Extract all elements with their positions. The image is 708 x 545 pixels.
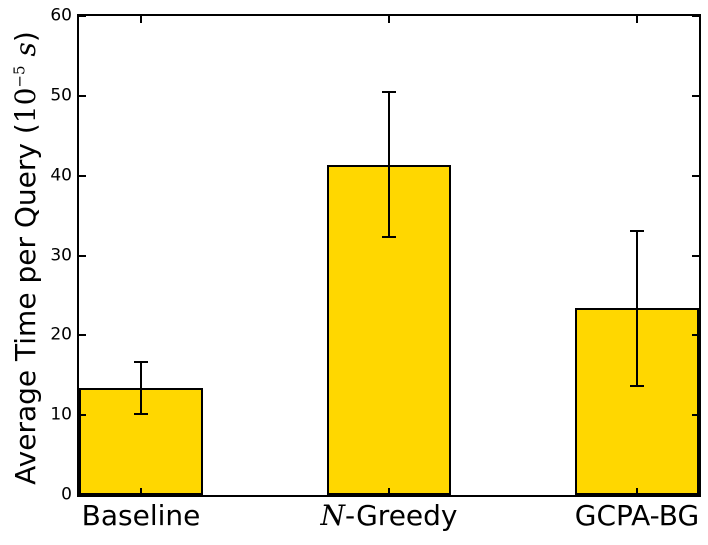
x-tick-bottom — [388, 488, 390, 495]
y-axis-label-unit: s — [9, 42, 42, 57]
y-tick-label: 0 — [61, 484, 72, 505]
y-tick-right — [692, 94, 699, 97]
y-tick-label: 10 — [50, 404, 72, 425]
error-cap-top-baseline — [134, 361, 148, 364]
y-tick-label: 50 — [50, 85, 72, 106]
error-cap-bottom-baseline — [134, 412, 148, 415]
y-axis-label-base: 10 — [9, 87, 42, 124]
y-tick-right — [692, 254, 699, 257]
y-tick-left — [79, 414, 86, 417]
x-tick-top — [140, 16, 142, 23]
y-tick-right — [692, 334, 699, 337]
y-axis-label-exponent: −5 — [10, 65, 29, 88]
x-tick-label-text: -Greedy — [344, 499, 458, 532]
x-tick-label-baseline: Baseline — [81, 499, 201, 532]
error-cap-top-gcpa-bg — [630, 229, 644, 232]
y-axis-label-close: ) — [9, 31, 42, 43]
error-bar-baseline — [140, 362, 142, 414]
y-tick-right — [692, 174, 699, 177]
error-cap-bottom-n-greedy — [382, 236, 396, 239]
x-tick-top — [636, 16, 638, 23]
y-tick-label: 60 — [50, 5, 72, 26]
y-axis-label: Average Time per Query (10−5 s) — [6, 0, 46, 545]
x-tick-label-gcpa-bg: GCPA-BG — [574, 499, 700, 532]
x-tick-label-text: GCPA-BG — [574, 499, 700, 532]
plot-area: Baseline N-Greedy GCPA-BG 0 10 20 30 40 50 60 — [50, 7, 701, 531]
error-cap-bottom-gcpa-bg — [630, 384, 644, 387]
error-cap-top-n-greedy — [382, 90, 396, 93]
x-tick-label-italic: N — [320, 499, 345, 532]
y-tick-left — [79, 15, 86, 17]
y-tick-label: 30 — [50, 245, 72, 265]
y-tick-left — [79, 174, 86, 177]
x-tick-top — [388, 16, 390, 23]
y-axis-label-text: Average Time per Query ( — [9, 123, 42, 485]
x-tick-bottom — [140, 488, 142, 495]
y-tick-label: 20 — [50, 324, 72, 345]
y-tick-label: 40 — [50, 165, 72, 186]
y-tick-right — [692, 494, 699, 496]
error-bar-gcpa-bg — [636, 230, 638, 386]
y-tick-right — [692, 414, 699, 417]
x-tick-label-text: Baseline — [81, 499, 201, 532]
y-tick-left — [79, 334, 86, 337]
x-tick-bottom — [636, 488, 638, 495]
y-tick-left — [79, 94, 86, 97]
error-bar-n-greedy — [388, 91, 390, 238]
x-tick-label-n-greedy: N-Greedy — [320, 499, 458, 532]
y-tick-left — [79, 494, 86, 496]
y-tick-left — [79, 254, 86, 257]
y-tick-right — [692, 15, 699, 17]
